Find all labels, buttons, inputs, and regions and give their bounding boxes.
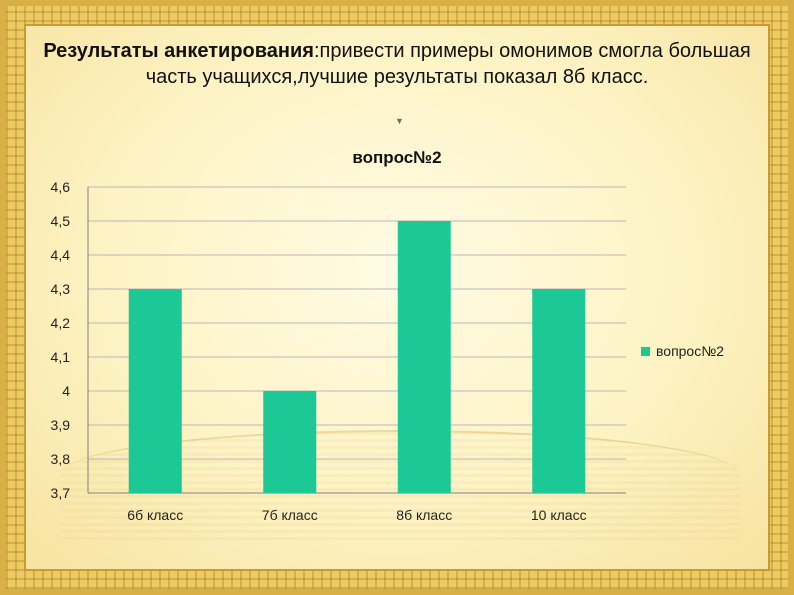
slide-title-bold: Результаты анкетирования — [43, 40, 314, 62]
y-tick-label: 4,1 — [51, 349, 71, 365]
x-tick-label: 6б класс — [127, 507, 183, 523]
y-tick-label: 4,3 — [51, 281, 71, 297]
x-tick-label: 10 класс — [531, 507, 587, 523]
x-tick-label: 7б класс — [262, 507, 318, 523]
bar — [532, 289, 586, 493]
caret-down-icon: ▼ — [395, 116, 404, 126]
chart-title: вопрос№2 — [352, 148, 442, 167]
legend-label: вопрос№2 — [656, 343, 724, 359]
slide-title-rest: :привести примеры омонимов смогла больша… — [145, 40, 751, 88]
y-tick-label: 4,2 — [51, 315, 71, 331]
y-tick-label: 4 — [62, 383, 70, 399]
slide-title: Результаты анкетирования:привести пример… — [40, 38, 754, 90]
y-tick-label: 3,7 — [51, 485, 71, 501]
bar — [128, 289, 182, 493]
bar — [397, 221, 451, 493]
y-tick-label: 3,9 — [51, 417, 71, 433]
bar — [263, 391, 317, 493]
x-tick-label: 8б класс — [396, 507, 452, 523]
y-tick-label: 4,4 — [51, 247, 71, 263]
y-tick-label: 4,5 — [51, 213, 71, 229]
y-tick-label: 3,8 — [51, 451, 71, 467]
legend-swatch — [641, 347, 650, 356]
y-tick-label: 4,6 — [51, 179, 71, 195]
